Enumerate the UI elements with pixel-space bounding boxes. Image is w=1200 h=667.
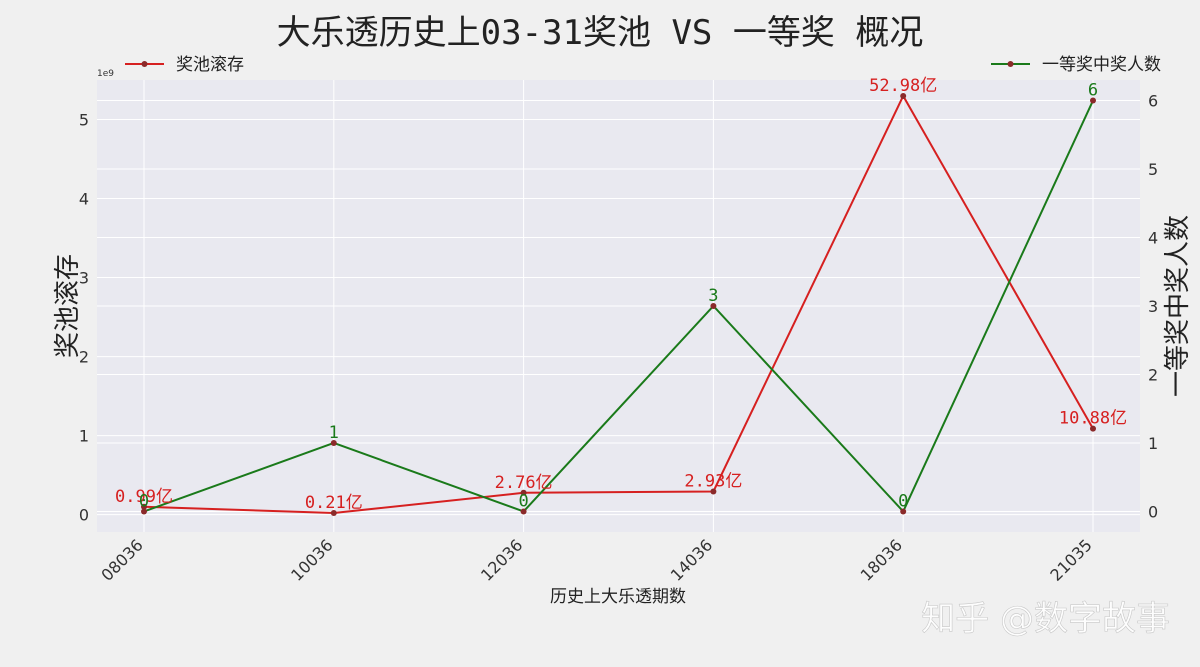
data-label-layer: 0.99亿 0.21亿 2.76亿 2.93亿 52.98亿 10.88亿 0 1 0 3 0 6	[115, 76, 1127, 513]
y-tick-label-left: 3	[79, 269, 89, 288]
x-tick-label: 12036	[477, 535, 526, 584]
data-point-pool	[1090, 425, 1096, 432]
data-point-pool	[330, 509, 337, 516]
y-tick-label-left: 2	[79, 348, 89, 367]
data-label-winners: 3	[708, 286, 718, 306]
y-tick-label-right: 3	[1148, 297, 1158, 316]
data-label-winners: 1	[329, 423, 339, 443]
y-axis-multiplier: 1e9	[97, 69, 114, 79]
data-point-winners	[710, 303, 717, 309]
data-label-pool: 10.88亿	[1059, 409, 1127, 429]
data-label-winners: 0	[518, 491, 528, 511]
y-tick-label-right: 0	[1148, 502, 1158, 521]
data-label-winners: 6	[1088, 81, 1098, 101]
x-tick-label: 14036	[667, 535, 716, 584]
y-axis-label-left: 奖池滚存	[53, 254, 83, 358]
y-axis-label-right: 一等奖中奖人数	[1163, 215, 1193, 397]
y-tick-label-right: 5	[1148, 160, 1158, 179]
chart-title: 大乐透历史上03-31奖池 VS 一等奖 概况	[277, 13, 924, 53]
data-point-winners	[520, 508, 527, 515]
data-label-pool: 2.93亿	[684, 471, 742, 491]
y-tick-label-left: 0	[79, 506, 89, 525]
y-tick-label-left: 5	[79, 111, 89, 130]
series-line-winners	[143, 100, 1094, 514]
y-tick-label-right: 6	[1148, 92, 1158, 111]
data-label-winners: 0	[898, 491, 908, 511]
x-tick-label: 18036	[857, 535, 906, 584]
legend-pool-label: 奖池滚存	[176, 55, 244, 75]
grid-lines	[97, 80, 1140, 532]
x-tick-label: 21035	[1046, 535, 1095, 584]
x-axis-label: 历史上大乐透期数	[550, 587, 686, 607]
data-label-pool: 2.76亿	[495, 473, 553, 493]
data-point-winners	[900, 508, 907, 515]
data-point-pool	[710, 488, 717, 495]
legend-pool: 奖池滚存	[125, 55, 244, 75]
data-point-pool	[141, 503, 147, 510]
legend-winners-label: 一等奖中奖人数	[1042, 55, 1161, 75]
y-tick-label-left: 4	[79, 190, 89, 209]
data-label-pool: 0.99亿	[115, 487, 173, 507]
data-point-winners	[141, 508, 147, 515]
data-point-pool	[520, 489, 527, 496]
y-tick-label-right: 2	[1148, 365, 1158, 384]
data-label-pool: 0.21亿	[305, 493, 363, 513]
series-layer	[141, 92, 1096, 516]
y-tick-label-right: 1	[1148, 434, 1158, 453]
data-label-pool: 52.98亿	[869, 76, 937, 96]
legend-winners: 一等奖中奖人数	[991, 55, 1161, 75]
y-tick-label-left: 1	[79, 427, 89, 446]
x-tick-label: 10036	[287, 535, 336, 584]
watermark: 知乎 @数字故事	[921, 599, 1170, 639]
y-tick-label-right: 4	[1148, 229, 1158, 248]
data-point-pool	[900, 92, 907, 99]
data-label-winners: 0	[139, 491, 149, 511]
data-point-winners	[330, 439, 337, 446]
series-line-pool	[143, 93, 1094, 514]
data-point-winners	[1090, 97, 1096, 104]
x-tick-label: 08036	[97, 535, 146, 584]
